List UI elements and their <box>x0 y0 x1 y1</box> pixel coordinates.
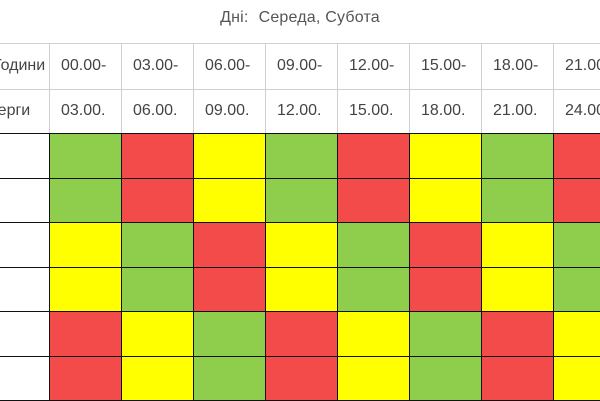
schedule-cell-green <box>122 223 194 268</box>
row-label-cell <box>0 312 50 357</box>
schedule-cell-yellow <box>482 268 554 313</box>
schedule-cell-yellow <box>50 223 122 268</box>
schedule-cell-yellow <box>338 357 410 401</box>
row-label-cell <box>0 134 50 179</box>
schedule-cell-green <box>122 268 194 313</box>
schedule-cell-red <box>338 134 410 179</box>
header-divider <box>49 43 50 133</box>
schedule-cell-yellow <box>194 179 266 224</box>
schedule-cell-yellow <box>338 312 410 357</box>
schedule-cell-green <box>482 134 554 179</box>
row-label-cell <box>0 268 50 313</box>
time-to-2: 09.00. <box>205 102 249 120</box>
schedule-cell-red <box>194 268 266 313</box>
time-to-4: 15.00. <box>349 102 393 120</box>
time-to-6: 21.00. <box>493 102 537 120</box>
schedule-cell-green <box>266 134 338 179</box>
schedule-cell-red <box>410 223 482 268</box>
schedule-cell-red <box>266 312 338 357</box>
time-to-0: 03.00. <box>61 102 105 120</box>
row-label-cell <box>0 223 50 268</box>
time-to-3: 12.00. <box>277 102 321 120</box>
schedule-cell-green <box>266 179 338 224</box>
hours-label: Години <box>0 57 45 75</box>
time-to-5: 18.00. <box>421 102 465 120</box>
time-to-1: 06.00. <box>133 102 177 120</box>
row-label-cell <box>0 357 50 401</box>
schedule-cell-red <box>50 357 122 401</box>
schedule-cell-yellow <box>266 268 338 313</box>
schedule-cell-yellow <box>554 357 600 401</box>
time-from-7: 21.00- <box>565 57 600 75</box>
schedule-cell-yellow <box>482 223 554 268</box>
schedule-cell-red <box>554 134 600 179</box>
schedule-cell-yellow <box>266 223 338 268</box>
schedule-cell-yellow <box>410 134 482 179</box>
time-from-5: 15.00- <box>421 57 466 75</box>
schedule-cell-yellow <box>50 268 122 313</box>
schedule-cell-yellow <box>554 312 600 357</box>
schedule-cell-green <box>194 357 266 401</box>
time-from-1: 03.00- <box>133 57 178 75</box>
schedule-cell-yellow <box>122 357 194 401</box>
time-to-7: 24.00. <box>565 102 600 120</box>
schedule-cell-green <box>50 134 122 179</box>
schedule-cell-red <box>122 179 194 224</box>
row-label-cell <box>0 179 50 224</box>
schedule-cell-red <box>266 357 338 401</box>
schedule-cell-green <box>338 268 410 313</box>
schedule-cell-green <box>482 179 554 224</box>
header-divider <box>553 43 554 133</box>
schedule-cell-red <box>554 179 600 224</box>
time-from-2: 06.00- <box>205 57 250 75</box>
schedule-cell-green <box>50 179 122 224</box>
schedule-cell-green <box>554 268 600 313</box>
time-from-3: 09.00- <box>277 57 322 75</box>
schedule-cell-yellow <box>410 179 482 224</box>
schedule-cell-green <box>554 223 600 268</box>
header-divider <box>193 43 194 133</box>
schedule-cell-red <box>482 357 554 401</box>
header-divider <box>0 43 600 44</box>
queues-label: Черги <box>0 102 30 120</box>
header-divider <box>481 43 482 133</box>
schedule-cell-green <box>338 223 410 268</box>
schedule-cell-green <box>410 312 482 357</box>
header-divider <box>409 43 410 133</box>
header-divider <box>121 43 122 133</box>
header-divider <box>337 43 338 133</box>
schedule-cell-red <box>338 179 410 224</box>
schedule-cell-yellow <box>122 312 194 357</box>
schedule-cell-red <box>194 223 266 268</box>
schedule-cell-yellow <box>194 134 266 179</box>
header-divider <box>265 43 266 133</box>
header-divider <box>0 89 600 90</box>
schedule-cell-red <box>482 312 554 357</box>
time-from-6: 18.00- <box>493 57 538 75</box>
schedule-cell-red <box>122 134 194 179</box>
schedule-cell-green <box>194 312 266 357</box>
time-from-0: 00.00- <box>61 57 106 75</box>
schedule-cell-red <box>410 268 482 313</box>
time-from-4: 12.00- <box>349 57 394 75</box>
schedule-cell-green <box>410 357 482 401</box>
schedule-cell-red <box>50 312 122 357</box>
